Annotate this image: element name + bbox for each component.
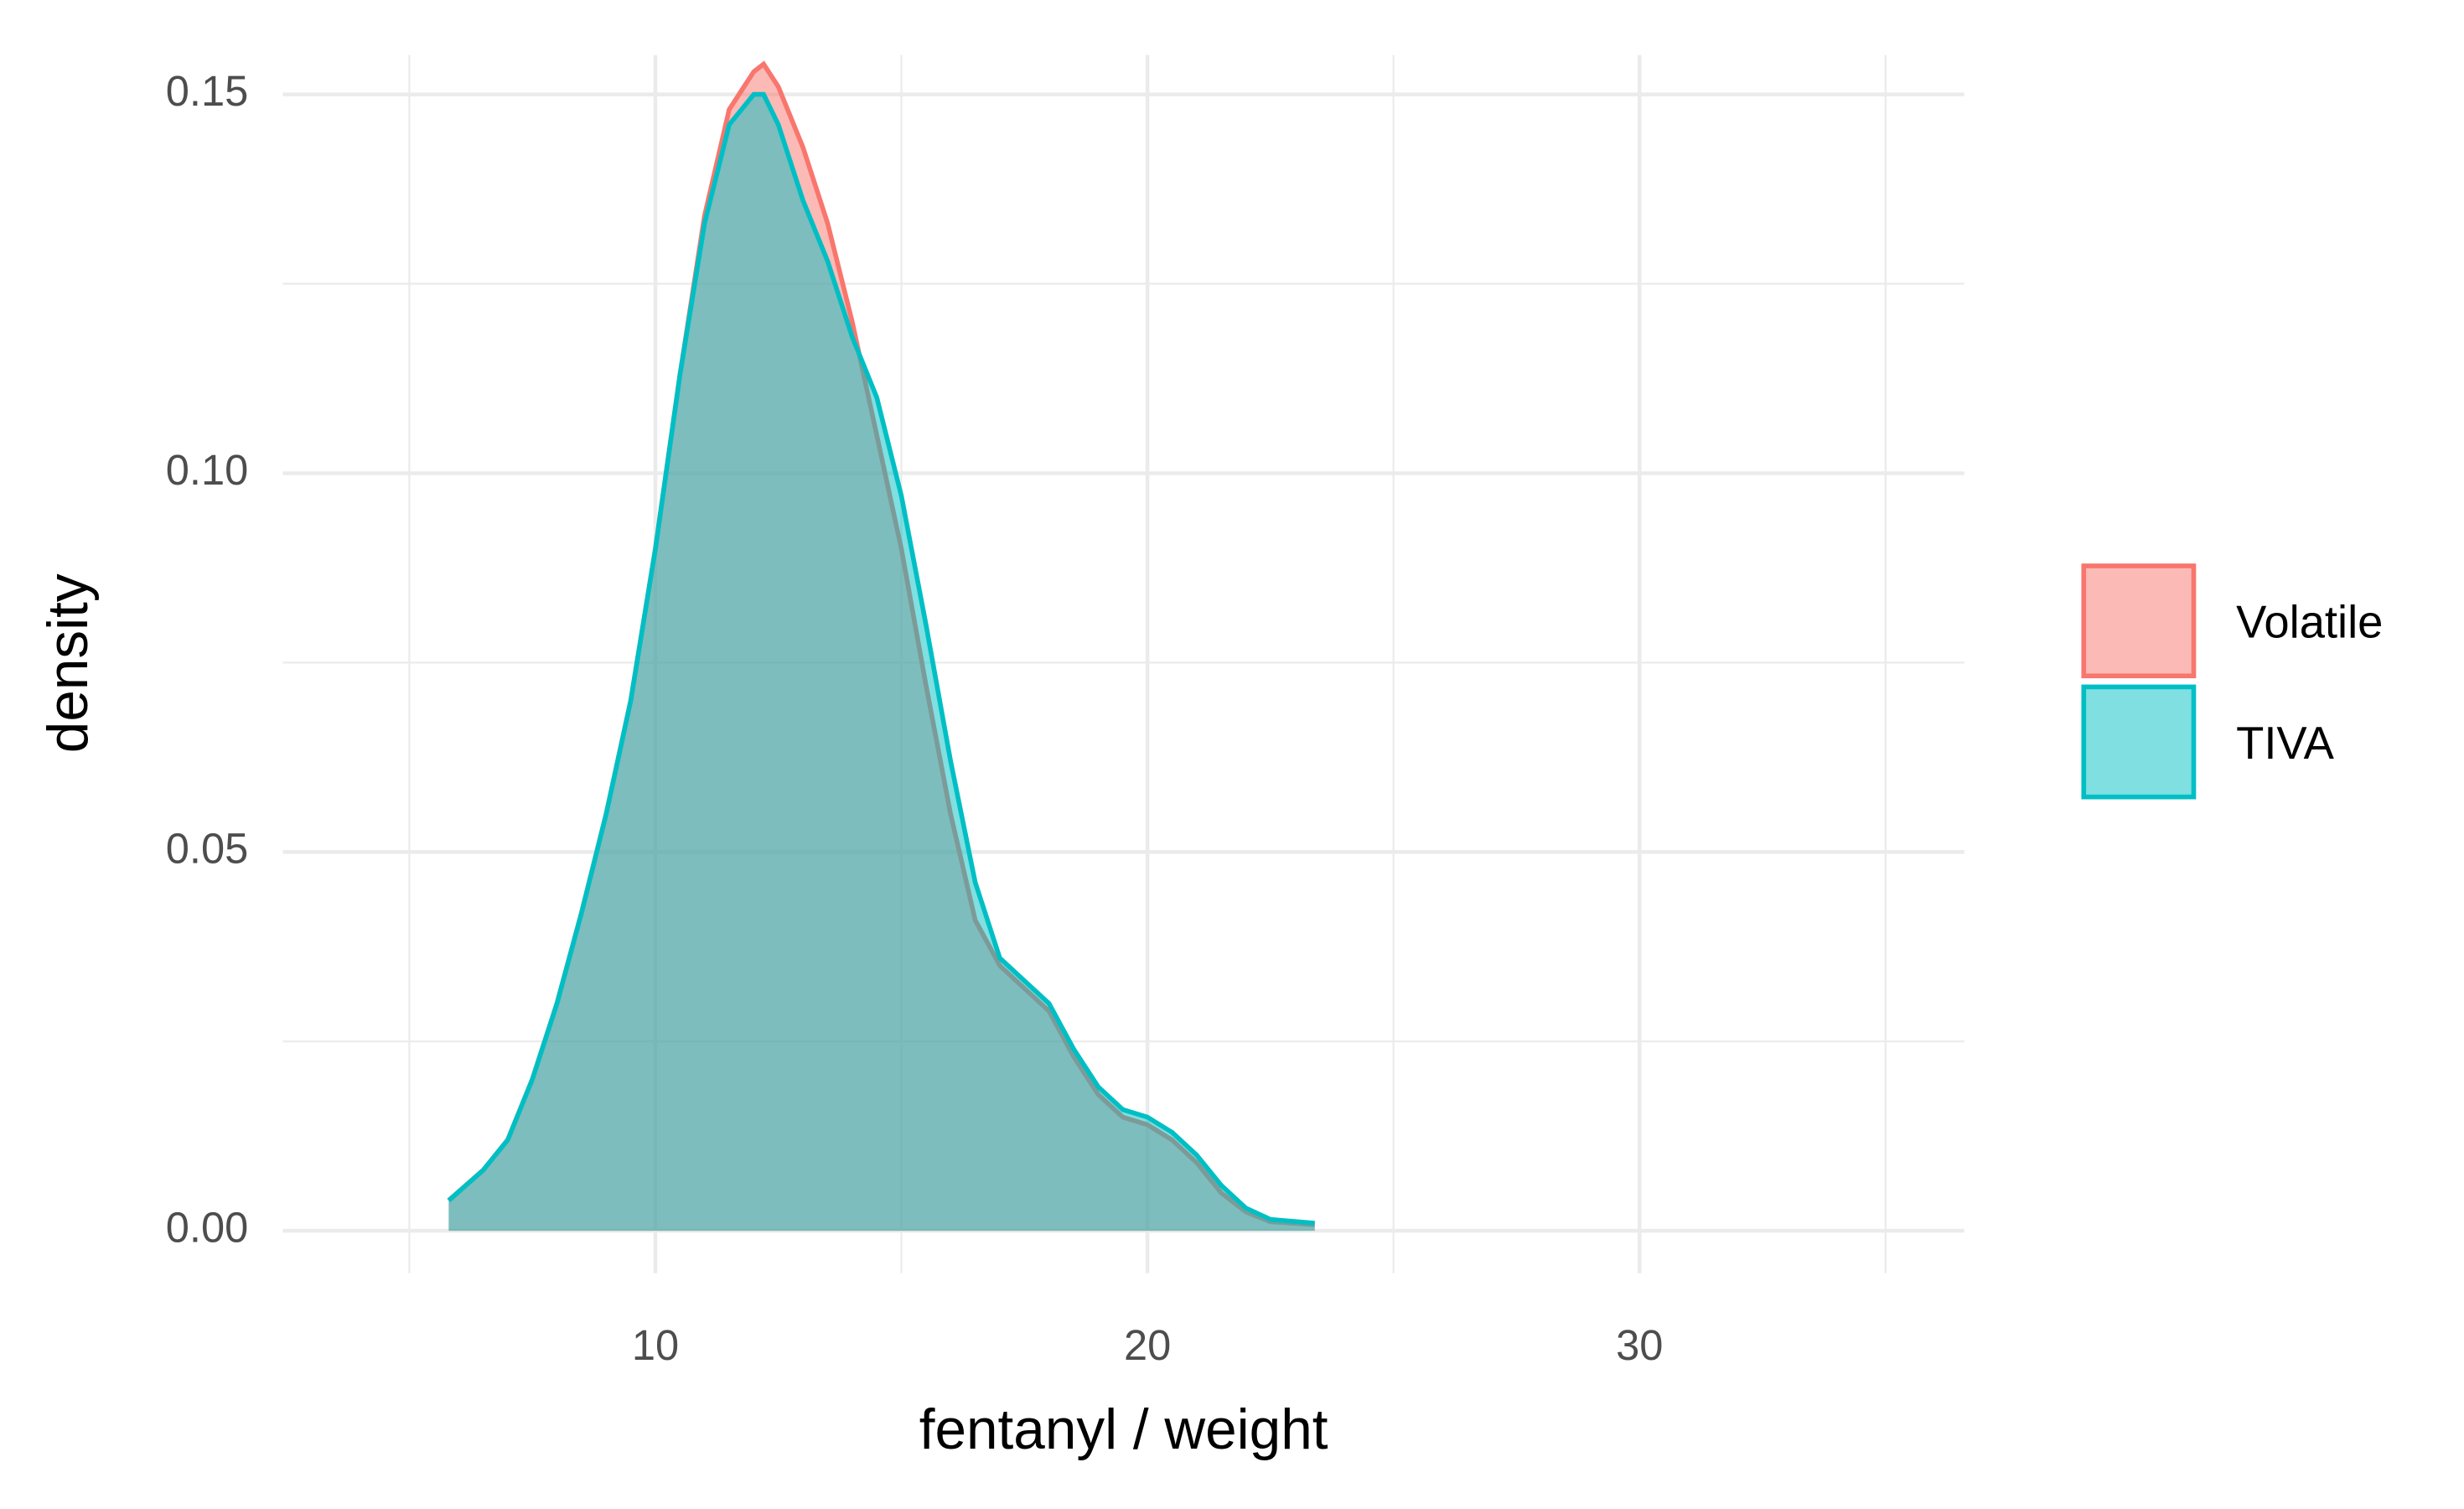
density-area (448, 94, 1315, 1232)
legend-label: Volatile (2236, 597, 2383, 648)
y-tick-label: 0.05 (166, 825, 249, 873)
legend-key (2081, 563, 2197, 679)
x-tick-label: 10 (632, 1321, 679, 1369)
legend-label: TIVA (2236, 718, 2335, 769)
x-axis-title: fentanyl / weight (919, 1398, 1328, 1461)
x-tick-label: 30 (1616, 1321, 1663, 1369)
y-axis-title: density (37, 573, 100, 753)
density-line (447, 91, 1315, 1226)
y-tick-label: 0.00 (166, 1204, 249, 1252)
x-tick-label: 20 (1124, 1321, 1171, 1369)
y-tick-label: 0.10 (166, 446, 249, 494)
y-tick-label: 0.15 (166, 67, 249, 115)
legend-key (2081, 684, 2197, 800)
